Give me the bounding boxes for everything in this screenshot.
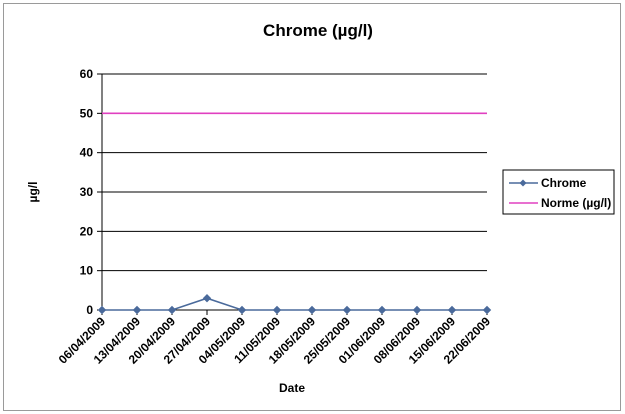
data-point [97, 305, 107, 315]
legend: Chrome Norme (µg/l) [502, 169, 615, 215]
grid-lines [101, 73, 487, 311]
y-tick-label: 60 [80, 67, 94, 81]
chart-title: Chrome (µg/l) [263, 21, 373, 40]
y-tick-label: 30 [80, 185, 94, 199]
legend-box [502, 169, 615, 215]
data-point [202, 293, 212, 303]
data-point [132, 305, 142, 315]
y-axis-label: µg/l [26, 182, 40, 203]
y-tick-label: 50 [80, 106, 94, 120]
data-point [167, 305, 177, 315]
series-line [102, 297, 487, 311]
y-axis-ticks: 0 10 20 30 40 50 60 [80, 67, 102, 317]
data-point [377, 305, 387, 315]
x-axis-label: Date [279, 381, 305, 395]
data-point [342, 305, 352, 315]
legend-label: Chrome [541, 176, 587, 190]
y-tick-label: 40 [80, 146, 94, 160]
legend-marker [519, 179, 527, 187]
series-layer [97, 112, 492, 315]
y-tick-label: 10 [80, 264, 94, 278]
x-axis-ticks: 06/04/200913/04/200920/04/200927/04/2009… [56, 310, 493, 367]
data-point [482, 305, 492, 315]
y-tick-label: 20 [80, 224, 94, 238]
legend-label: Norme (µg/l) [541, 196, 611, 210]
y-tick-label: 0 [86, 303, 93, 317]
data-point [447, 305, 457, 315]
data-point [272, 305, 282, 315]
data-point [307, 305, 317, 315]
data-point [412, 305, 422, 315]
data-point [237, 305, 247, 315]
